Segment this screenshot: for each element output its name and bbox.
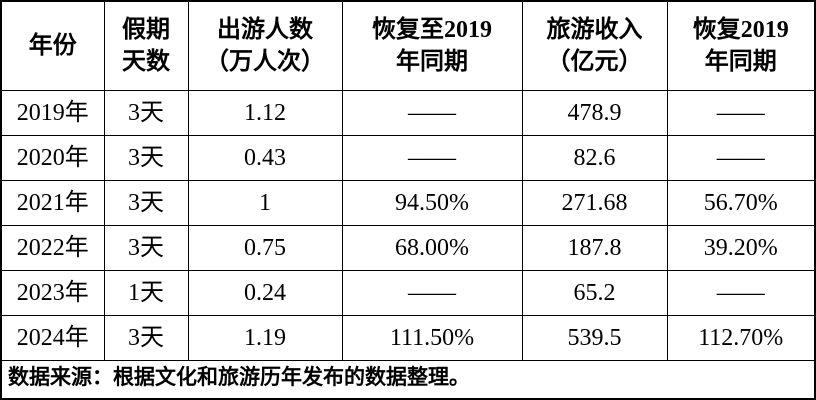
table-cell: 3天: [103, 315, 189, 361]
table-body: 2019年 3天 1.12 —— 478.9 —— 2020年 3天 0.43 —— 82.6 —— 2…: [2, 90, 814, 361]
header-cell: 恢复至2019 年同期: [341, 2, 523, 91]
table-cell: 3天: [103, 225, 189, 271]
table-cell: 2023年: [2, 270, 105, 316]
table-cell: ——: [341, 90, 523, 136]
table-cell: 56.70%: [666, 180, 814, 226]
header-line: 出游人数: [217, 16, 313, 43]
table-cell: 39.20%: [666, 225, 814, 271]
table-cell: ——: [666, 90, 814, 136]
table-cell: ——: [666, 270, 814, 316]
header-line: （亿元）: [546, 49, 643, 75]
table-cell: 3天: [103, 135, 189, 181]
table-cell: 3天: [103, 90, 189, 136]
header-line: 年份: [28, 32, 77, 59]
table-cell: 2024年: [2, 315, 105, 361]
table-row: 2019年 3天 1.12 —— 478.9 ——: [2, 90, 814, 136]
table-cell: 271.68: [521, 180, 668, 226]
table-row: 2022年 3天 0.75 68.00% 187.8 39.20%: [2, 225, 814, 271]
header-line: 年同期: [704, 49, 777, 75]
table-cell: 0.43: [187, 135, 343, 181]
table-cell: 94.50%: [341, 180, 523, 226]
table-cell: ——: [341, 135, 523, 181]
header-line: 假期: [122, 16, 170, 43]
header-line: 旅游收入: [546, 16, 643, 43]
table-cell: 1: [187, 180, 343, 226]
header-cell: 出游人数 （万人次）: [187, 2, 343, 91]
table-cell: 1天: [103, 270, 189, 316]
header-row: 年份 假期 天数 出游人数 （万人次） 恢复至2019 年同期 旅游收入 （亿元） 恢复2019 年…: [2, 2, 814, 91]
table-cell: 68.00%: [341, 225, 523, 271]
table-cell: 82.6: [521, 135, 668, 181]
table-row: 2024年 3天 1.19 111.50% 539.5 112.70%: [2, 315, 814, 361]
table-row: 2023年 1天 0.24 —— 65.2 ——: [2, 270, 814, 316]
table-row: 2020年 3天 0.43 —— 82.6 ——: [2, 135, 814, 181]
table-cell: ——: [341, 270, 523, 316]
table-cell: 65.2: [521, 270, 668, 316]
table-cell: 2022年: [2, 225, 105, 271]
header-cell: 假期 天数: [103, 2, 189, 91]
header-cell: 旅游收入 （亿元）: [521, 2, 668, 91]
header-line: 恢复至2019: [372, 16, 492, 43]
table-cell: ——: [666, 135, 814, 181]
data-table: 年份 假期 天数 出游人数 （万人次） 恢复至2019 年同期 旅游收入 （亿元） 恢复2019 年…: [2, 2, 814, 361]
table-cell: 1.12: [187, 90, 343, 136]
table-cell: 111.50%: [341, 315, 523, 361]
table-cell: 112.70%: [666, 315, 814, 361]
header-cell: 恢复2019 年同期: [666, 2, 814, 91]
header-line: 天数: [122, 49, 170, 75]
table-cell: 2021年: [2, 180, 105, 226]
header-line: 年同期: [396, 49, 468, 75]
table-header: 年份 假期 天数 出游人数 （万人次） 恢复至2019 年同期 旅游收入 （亿元） 恢复2019 年…: [2, 2, 814, 91]
header-line: 恢复2019: [692, 16, 789, 43]
table-cell: 0.75: [187, 225, 343, 271]
header-cell: 年份: [2, 2, 105, 91]
source-note: 数据来源：根据文化和旅游历年发布的数据整理。: [8, 365, 470, 389]
header-line: （万人次）: [205, 49, 325, 75]
table-cell: 2020年: [2, 135, 105, 181]
table-cell: 0.24: [187, 270, 343, 316]
table-cell: 2019年: [2, 90, 105, 136]
table-row: 2021年 3天 1 94.50% 271.68 56.70%: [2, 180, 814, 226]
table-cell: 187.8: [521, 225, 668, 271]
table-cell: 1.19: [187, 315, 343, 361]
table-cell: 539.5: [521, 315, 668, 361]
table-cell: 478.9: [521, 90, 668, 136]
table-cell: 3天: [103, 180, 189, 226]
